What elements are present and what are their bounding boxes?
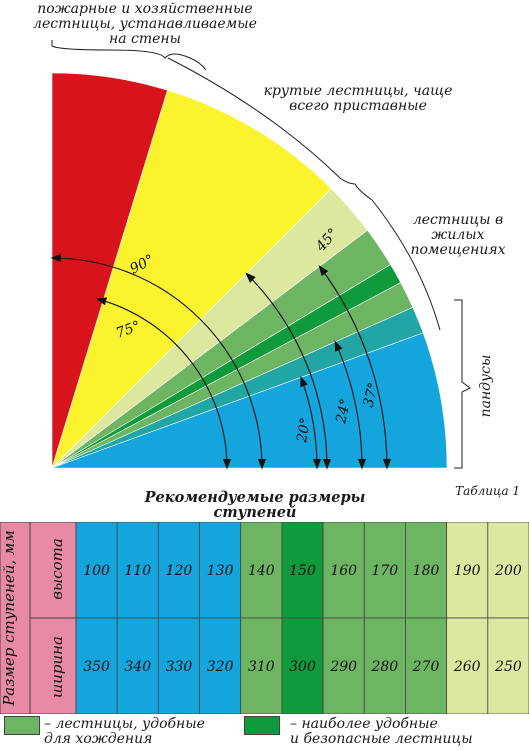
table-cell [199,617,242,714]
angle-label-37: 37° [360,381,382,409]
angle-arc-75 [97,298,228,469]
table-cell [322,522,365,619]
fire-ladders-brace [51,40,207,71]
stair-angle-fan-diagram: 90° 75° 45° 37° 24° 20° [50,40,471,470]
table-cell [322,617,365,714]
table-cell [281,617,324,714]
table-cell [240,617,283,714]
angle-arrowhead [382,458,392,470]
residential-stairs-label: лестницы в жилых помещениях [410,212,506,258]
table-cell [157,522,200,619]
step-width-value: 340 [124,659,151,675]
angle-arrowhead [334,340,343,352]
angle-arc-90 [51,257,263,469]
angle-arrowhead [222,458,232,470]
row-group-label: Размер ступеней, мм [0,530,18,707]
steep-stairs-label: крутые лестницы, чаще всего приставные [263,83,453,114]
step-height-value: 110 [124,563,151,579]
angle-arrowhead [318,265,329,276]
step-width-value: 350 [83,659,110,675]
step-width-value: 330 [166,659,193,675]
step-width-value: 310 [248,659,275,675]
angle-arrowhead [257,458,267,470]
step-height-value: 120 [166,563,193,579]
step-height-value: 200 [494,563,522,579]
table-title: Рекомендуемые размеры ступеней [144,489,366,521]
sector-ramps [51,332,448,469]
step-width-value: 290 [329,659,357,675]
angle-arc-37 [319,266,388,469]
step-width-value: 300 [289,659,316,675]
step-height-value: 150 [289,563,316,579]
angle-arc-24 [334,341,363,469]
angle-label-24: 24° [333,397,354,426]
table-cell [446,522,489,619]
table-cell [116,522,159,619]
legend-swatch-comfortable [4,716,40,735]
table-cell [363,522,406,619]
legend-text-best: – наиболее удобные и безопасные лестницы [290,716,473,747]
table-cell [75,617,118,714]
step-width-value: 260 [453,659,481,675]
angle-label-20: 20° [294,416,314,444]
step-height-value: 100 [83,563,110,579]
ramps-brace [454,299,471,469]
step-width-value: 270 [412,659,440,675]
table-cell [75,522,118,619]
step-height-value: 140 [248,563,275,579]
step-height-value: 130 [207,563,234,579]
table-cell [405,522,448,619]
angle-arc-45 [246,273,328,469]
step-height-value: 170 [371,563,398,579]
row-label-height: высота [48,538,66,600]
legend-swatch-best [244,716,280,735]
step-height-value: 190 [454,563,481,579]
angle-arrowhead [322,458,332,470]
table-cell [363,617,406,714]
angle-arrowhead [312,458,322,470]
row-label-width: ширина [48,636,66,698]
ramps-label: пандусы [478,354,494,418]
step-width-value: 320 [207,659,234,675]
sector-steep-stairs [51,89,332,469]
angle-arrowhead [95,297,107,306]
step-size-table: 100 110 120 130 140 150 160 170 180 190 200 350 340 3… [0,522,529,714]
angle-sectors [51,72,448,469]
table-number: Таблица 1 [455,484,520,498]
step-width-value: 250 [494,659,522,675]
step-width-value: 280 [370,659,398,675]
table-cell [157,617,200,714]
legend-text-comfortable: – лестницы, удобные для хождения [44,716,205,747]
step-height-value: 180 [413,563,440,579]
table-cell [240,522,283,619]
table-cell [487,617,529,714]
angle-arrowhead [300,375,308,388]
angle-arrowhead [245,272,256,283]
fire-ladders-label: пожарные и хозяйственные лестницы, устан… [33,1,257,47]
table-cell [116,617,159,714]
steep-stairs-brace [167,57,441,331]
angle-arrows [50,253,392,470]
angle-arrowhead [357,458,367,470]
angle-label-75: 75° [114,318,143,342]
step-height-value: 160 [330,563,357,579]
table-cell [446,617,489,714]
angle-arrowhead [50,253,62,263]
